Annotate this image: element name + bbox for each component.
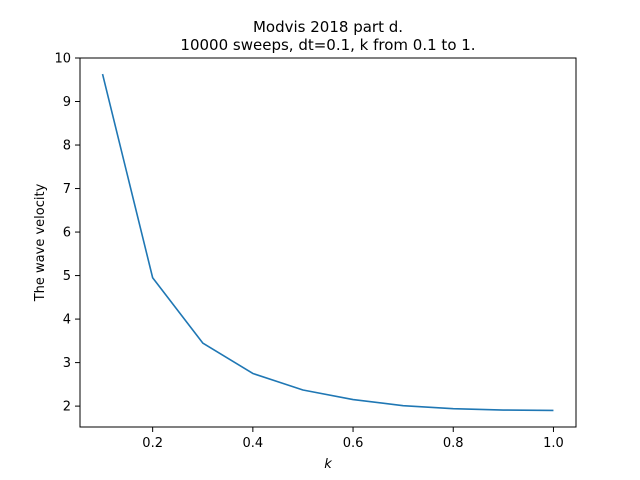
y-tick-label: 2 [63, 400, 71, 415]
y-tick-label: 8 [63, 139, 71, 154]
y-tick-label: 3 [63, 356, 71, 371]
x-tick-label: 0.2 [142, 436, 163, 451]
y-tick-label: 9 [63, 95, 71, 110]
y-tick-label: 7 [63, 182, 71, 197]
x-axis-ticks: 0.2 0.4 0.6 0.8 1.0 [142, 427, 564, 451]
series-layer [101, 73, 554, 412]
y-axis-label: The wave velocity [33, 183, 48, 302]
x-tick-label: 0.8 [443, 436, 464, 451]
series-line-0 [101, 73, 554, 412]
chart-title: Modvis 2018 part d. [253, 18, 403, 36]
x-tick-label: 1.0 [543, 436, 564, 451]
y-tick-label: 5 [63, 269, 71, 284]
y-tick-label: 10 [54, 52, 71, 67]
x-tick-label: 0.4 [243, 436, 264, 451]
y-tick-label: 4 [63, 313, 71, 328]
x-tick-label: 0.6 [343, 436, 364, 451]
plot-frame [79, 57, 577, 428]
y-axis-ticks: 2 3 4 5 6 7 8 9 10 [54, 52, 80, 415]
x-axis-label: k [324, 457, 332, 472]
chart-subtitle: 10000 sweeps, dt=0.1, k from 0.1 to 1. [180, 36, 475, 54]
y-tick-label: 6 [63, 226, 71, 241]
